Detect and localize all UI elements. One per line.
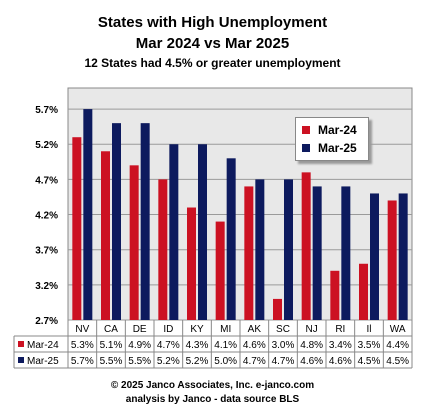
- footer-copyright: © 2025 Janco Associates, Inc. e-janco.co…: [110, 380, 315, 391]
- x-tick-label: NJ: [306, 324, 318, 335]
- x-tick-label: AK: [248, 324, 262, 335]
- data-label: 3.0%: [272, 340, 295, 351]
- bar-mar-24-sc: [273, 298, 282, 320]
- y-tick-label: 3.2%: [35, 281, 58, 292]
- data-label: 4.6%: [329, 356, 352, 367]
- bar-mar-25-ky: [198, 144, 207, 320]
- bar-mar-24-ky: [187, 207, 196, 320]
- data-label: 4.6%: [300, 356, 323, 367]
- bar-mar-25-sc: [284, 179, 293, 320]
- data-label: 5.2%: [186, 356, 209, 367]
- footer-source: analysis by Janco - data source BLS: [125, 394, 300, 405]
- data-label: 5.5%: [128, 356, 151, 367]
- x-tick-label: KY: [190, 324, 204, 335]
- bar-mar-24-il: [359, 263, 368, 320]
- bar-mar-24-id: [158, 179, 168, 320]
- bar-mar-25-ak: [255, 179, 265, 320]
- data-label: 4.9%: [128, 340, 151, 351]
- chart-subtitle: Mar 2024 vs Mar 2025: [135, 35, 290, 52]
- data-label: 3.4%: [329, 340, 352, 351]
- bar-mar-24-ca: [101, 151, 110, 320]
- x-tick-label: SC: [276, 324, 290, 335]
- x-tick-label: CA: [104, 324, 118, 335]
- table-series-label: Mar-25: [27, 356, 59, 367]
- y-tick-label: 5.2%: [35, 140, 58, 151]
- legend-swatch-mar25: [302, 143, 310, 152]
- data-label: 4.7%: [243, 356, 266, 367]
- bar-mar-24-mi: [215, 221, 225, 320]
- data-label: 4.1%: [214, 340, 237, 351]
- y-tick-label: 2.7%: [35, 316, 58, 327]
- y-tick-label: 3.7%: [35, 246, 58, 257]
- bars: [72, 109, 408, 320]
- bar-mar-25-il: [370, 193, 379, 320]
- data-label: 5.1%: [100, 340, 123, 351]
- bar-mar-24-ak: [244, 186, 254, 320]
- y-tick-label: 4.2%: [35, 211, 58, 222]
- data-label: 5.0%: [214, 356, 237, 367]
- x-tick-label: WA: [390, 324, 406, 335]
- data-label: 4.6%: [243, 340, 266, 351]
- x-tick-label: ID: [163, 324, 173, 335]
- bar-mar-24-nv: [72, 137, 82, 320]
- bar-mar-25-ri: [341, 186, 351, 320]
- legend-label-mar24: Mar-24: [318, 123, 357, 137]
- table-swatch-mar-25: [18, 357, 24, 363]
- data-label: 4.7%: [272, 356, 295, 367]
- legend: Mar-24 Mar-25: [295, 117, 369, 161]
- data-label: 5.3%: [71, 340, 94, 351]
- x-tick-label: NV: [75, 324, 89, 335]
- data-label: 4.7%: [157, 340, 180, 351]
- bar-mar-25-nv: [83, 109, 93, 320]
- bar-mar-25-id: [169, 144, 179, 320]
- legend-item-mar24: Mar-24: [302, 122, 357, 138]
- legend-item-mar25: Mar-25: [302, 140, 357, 156]
- bar-mar-25-de: [140, 123, 150, 320]
- bar-mar-24-wa: [387, 200, 397, 320]
- data-label: 5.2%: [157, 356, 180, 367]
- data-label: 5.7%: [71, 356, 94, 367]
- x-tick-label: DE: [133, 324, 147, 335]
- legend-label-mar25: Mar-25: [318, 141, 357, 155]
- chart-title: States with High Unemployment: [97, 14, 328, 31]
- data-label: 4.5%: [386, 356, 409, 367]
- y-axis: 2.7% 3.2% 3.7% 4.2% 4.7% 5.2% 5.7%: [35, 105, 58, 327]
- bar-mar-24-nj: [301, 172, 311, 320]
- bar-mar-25-nj: [312, 186, 322, 320]
- bar-mar-25-ca: [112, 123, 121, 320]
- data-label: 4.8%: [300, 340, 323, 351]
- data-label: 3.5%: [358, 340, 381, 351]
- chart-note: 12 States had 4.5% or greater unemployme…: [84, 56, 341, 70]
- legend-swatch-mar24: [302, 125, 310, 134]
- x-tick-label: Il: [367, 324, 372, 335]
- x-tick-label: MI: [220, 324, 231, 335]
- bar-mar-25-mi: [226, 158, 236, 320]
- y-tick-label: 4.7%: [35, 175, 58, 186]
- data-label: 5.5%: [100, 356, 123, 367]
- bar-mar-25-wa: [398, 193, 408, 320]
- data-label: 4.3%: [186, 340, 209, 351]
- bar-mar-24-de: [129, 165, 139, 320]
- y-tick-label: 5.7%: [35, 105, 58, 116]
- data-label: 4.5%: [358, 356, 381, 367]
- table-series-label: Mar-24: [27, 340, 59, 351]
- data-label: 4.4%: [386, 340, 409, 351]
- table-swatch-mar-24: [18, 341, 24, 347]
- x-tick-label: RI: [335, 324, 345, 335]
- bar-mar-24-ri: [330, 270, 340, 320]
- data-table: NV CA DE ID KY MI AK SC NJ RI Il WA Mar-24 5.3% 5.1% 4.…: [13, 320, 413, 369]
